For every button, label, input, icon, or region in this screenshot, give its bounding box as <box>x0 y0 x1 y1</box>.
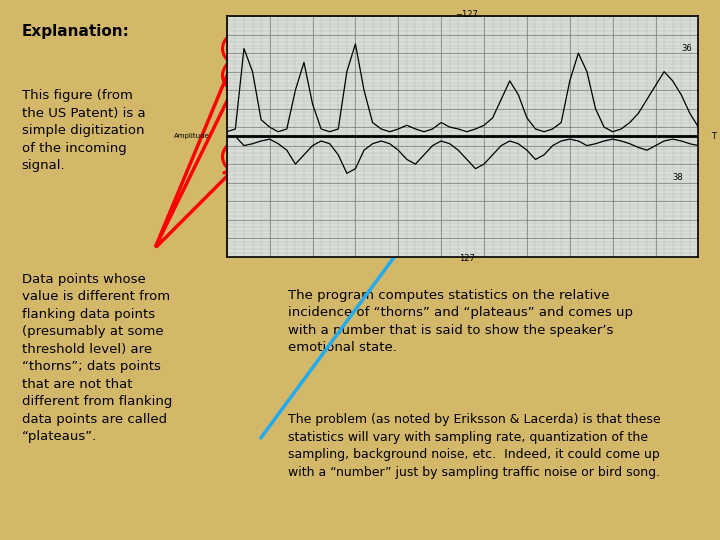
Text: Data points whose
value is different from
flanking data points
(presumably at so: Data points whose value is different fro… <box>22 273 172 443</box>
Text: The problem (as noted by Eriksson & Lacerda) is that these
statistics will vary : The problem (as noted by Eriksson & Lace… <box>288 413 661 478</box>
Text: Explanation:: Explanation: <box>22 24 130 39</box>
Text: 36: 36 <box>681 44 692 53</box>
Text: 127: 127 <box>459 254 474 263</box>
Text: The program computes statistics on the relative
incidence of “thorns” and “plate: The program computes statistics on the r… <box>288 289 633 354</box>
Text: −127: −127 <box>456 10 478 19</box>
Text: T: T <box>711 132 716 141</box>
Text: Amplitude: Amplitude <box>174 133 210 139</box>
Text: This figure (from
the US Patent) is a
simple digitization
of the incoming
signal: This figure (from the US Patent) is a si… <box>22 89 145 172</box>
Text: 38: 38 <box>672 173 683 183</box>
